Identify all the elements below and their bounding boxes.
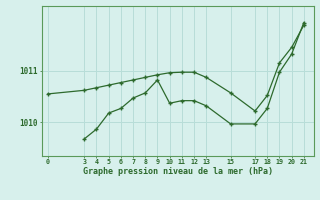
X-axis label: Graphe pression niveau de la mer (hPa): Graphe pression niveau de la mer (hPa)	[83, 167, 273, 176]
